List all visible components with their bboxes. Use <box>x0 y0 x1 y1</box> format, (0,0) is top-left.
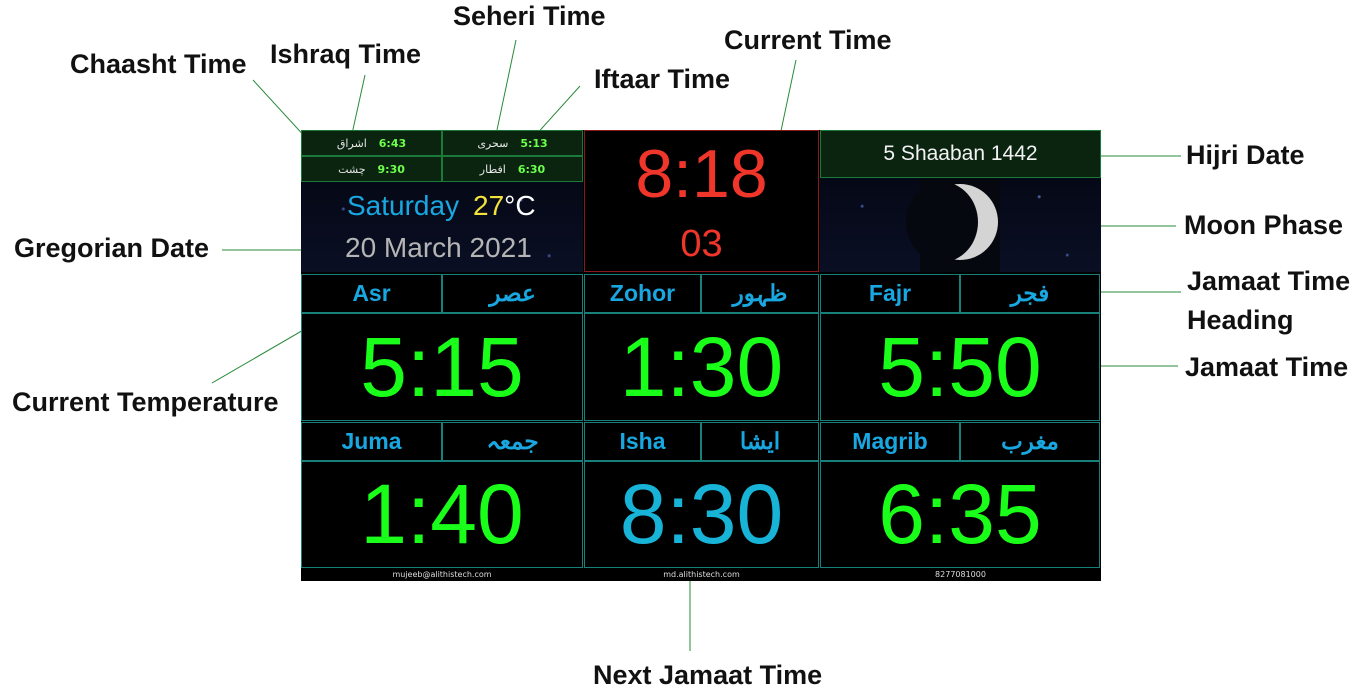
footer-phone: 8277081000 <box>935 569 986 579</box>
magrib-heading: Magrib <box>820 422 960 461</box>
footer-site: md.alithistech.com <box>663 569 740 579</box>
callout-iftaar-time: Iftaar Time <box>594 64 731 94</box>
ishraq-label: اشراق <box>336 136 367 150</box>
callout-moon-phase: Moon Phase <box>1184 210 1344 240</box>
asr-heading: Asr <box>301 274 442 313</box>
moon-phase-panel <box>820 178 1101 272</box>
iftaar-time: 6:30 <box>517 162 546 176</box>
temperature: 27°C <box>473 190 536 222</box>
callout-current-time: Current Time <box>724 25 892 55</box>
juma-heading: Juma <box>301 422 442 461</box>
callout-jamaat-time: Jamaat Time <box>1185 352 1349 382</box>
callout-next-jamaat-time: Next Jamaat Time <box>593 660 823 690</box>
callout-chaasht-time: Chaasht Time <box>70 49 247 79</box>
fajr-time: 5:50 <box>820 313 1100 421</box>
zohor-heading: Zohor <box>584 274 701 313</box>
isha-heading: Isha <box>584 422 701 461</box>
iftaar-label: افطار <box>479 162 506 176</box>
iftaar-cell: افطار 6:30 <box>442 156 583 182</box>
current-time-panel: 8:18 03 <box>584 130 819 272</box>
current-seconds: 03 <box>680 223 723 265</box>
current-time: 8:18 <box>635 136 768 212</box>
hijri-date: 5 Shaaban 1442 <box>820 130 1101 178</box>
gregorian-date: 20 March 2021 <box>345 232 532 263</box>
magrib-time: 6:35 <box>820 461 1100 568</box>
asr-heading-urdu: عصر <box>442 274 583 313</box>
isha-time-next-jamaat: 8:30 <box>584 461 819 568</box>
isha-heading-urdu: ایشا <box>701 422 819 461</box>
fajr-heading: Fajr <box>820 274 960 313</box>
seheri-cell: سحری 5:13 <box>442 130 583 156</box>
zohor-time: 1:30 <box>584 313 819 421</box>
zohor-heading-urdu: ظہور <box>701 274 819 313</box>
ishraq-cell: اشراق 6:43 <box>301 130 442 156</box>
callout-seheri-time: Seheri Time <box>453 1 606 31</box>
temperature-value: 27 <box>473 190 505 221</box>
callout-hijri-date: Hijri Date <box>1186 140 1305 170</box>
callout-ishraq-time: Ishraq Time <box>270 39 422 69</box>
ishraq-time: 6:43 <box>378 136 407 150</box>
seheri-time: 5:13 <box>520 136 548 150</box>
asr-time: 5:15 <box>301 313 583 421</box>
chaasht-cell: چشت 9:30 <box>301 156 442 182</box>
juma-time: 1:40 <box>301 461 583 568</box>
weekday: Saturday <box>347 190 460 221</box>
chaasht-label: چشت <box>338 162 366 176</box>
temperature-unit: °C <box>504 190 536 221</box>
prayer-time-display: اشراق 6:43 سحری 5:13 چشت 9:30 افطار 6:30… <box>301 130 1101 581</box>
magrib-heading-urdu: مغرب <box>960 422 1100 461</box>
chaasht-time: 9:30 <box>377 162 405 176</box>
fajr-heading-urdu: فجر <box>960 274 1100 313</box>
footer-email: mujeeb@alithistech.com <box>392 569 492 579</box>
moon-phase-icon <box>906 178 1000 272</box>
seheri-label: سحری <box>477 136 509 150</box>
callout-current-temperature: Current Temperature <box>12 387 279 417</box>
callout-jamaat-time-heading: Jamaat Time Heading <box>1187 266 1351 335</box>
date-panel: Saturday 27°C 20 March 2021 <box>301 182 583 272</box>
juma-heading-urdu: جمعہ <box>442 422 583 461</box>
callout-gregorian-date: Gregorian Date <box>14 233 210 263</box>
